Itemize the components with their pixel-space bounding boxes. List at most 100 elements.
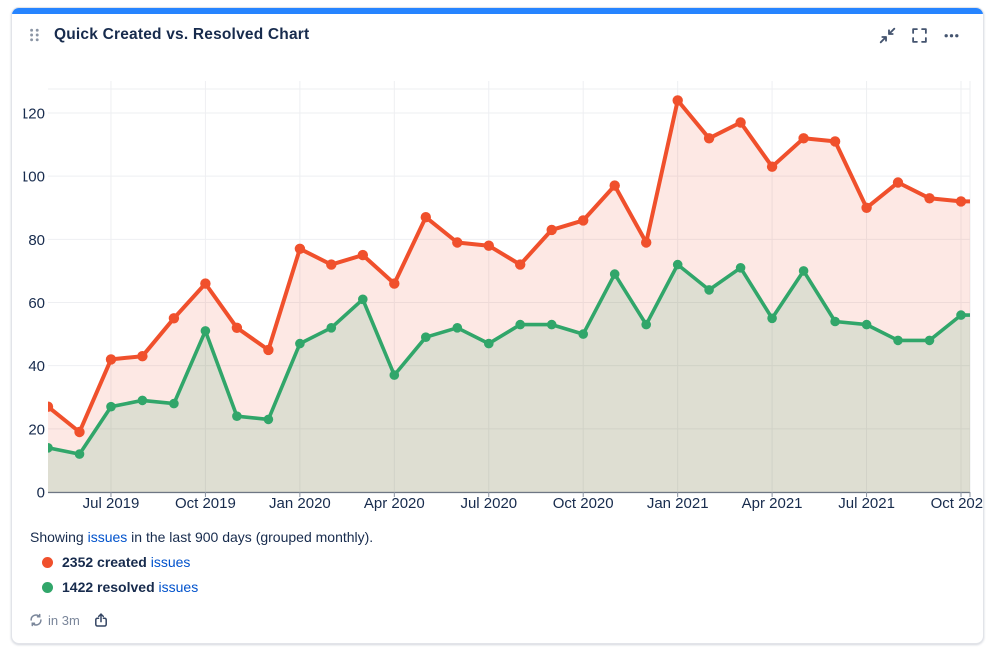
gadget-header: Quick Created vs. Resolved Chart — [12, 14, 983, 56]
drag-handle-icon[interactable] — [29, 27, 40, 43]
created-data-point[interactable] — [452, 237, 463, 248]
created-vs-resolved-chart: 0 20 40 60 80 100 120 Jul 2019 Oct 2019 Jan 2020 A… — [12, 81, 983, 511]
refresh-button[interactable]: in 3m — [29, 613, 80, 628]
resolved-data-point[interactable] — [735, 263, 746, 273]
created-data-point[interactable] — [357, 249, 368, 261]
created-data-point[interactable] — [137, 351, 148, 362]
created-data-point[interactable] — [294, 243, 306, 254]
x-axis-label: Oct 2020 — [553, 495, 614, 511]
created-data-point[interactable] — [798, 133, 809, 144]
six-dots-icon — [30, 28, 39, 42]
resolved-data-point[interactable] — [200, 326, 211, 336]
created-data-point[interactable] — [326, 259, 337, 270]
created-data-point[interactable] — [43, 401, 54, 412]
resolved-data-point[interactable] — [43, 443, 53, 453]
created-data-point[interactable] — [420, 212, 431, 223]
created-data-point[interactable] — [200, 278, 211, 289]
resolved-count: 1422 resolved — [62, 579, 155, 595]
created-data-point[interactable] — [609, 180, 620, 191]
legend-text: 1422 resolved issues — [62, 579, 198, 595]
x-axis-label: Jan 2021 — [647, 495, 709, 511]
created-data-point[interactable] — [263, 344, 274, 356]
resolved-data-point[interactable] — [704, 285, 714, 295]
y-axis-label: 120 — [20, 106, 45, 123]
resolved-data-point[interactable] — [452, 323, 463, 333]
refresh-countdown: in 3m — [48, 612, 80, 628]
resolved-data-point[interactable] — [358, 294, 368, 305]
chart-caption: Showing issues in the last 900 days (gro… — [30, 529, 983, 545]
created-data-point[interactable] — [892, 177, 904, 188]
resolved-area-fill — [48, 264, 970, 492]
chart-legend: 2352 created issues 1422 resolved issues — [42, 554, 983, 595]
minimize-button[interactable] — [878, 26, 897, 45]
created-data-point[interactable] — [703, 133, 715, 144]
resolved-data-point[interactable] — [137, 395, 148, 406]
share-button[interactable] — [92, 611, 110, 629]
resolved-issues-link[interactable]: issues — [158, 579, 199, 595]
x-axis-label: Jan 2020 — [269, 495, 331, 511]
created-issues-link[interactable]: issues — [150, 554, 191, 570]
created-data-point[interactable] — [74, 426, 85, 438]
created-series-dot — [42, 556, 53, 568]
resolved-data-point[interactable] — [830, 316, 840, 327]
resolved-data-point[interactable] — [263, 414, 274, 425]
x-axis-label: Jul 2021 — [838, 495, 895, 511]
resolved-data-point[interactable] — [421, 332, 431, 343]
resolved-data-point[interactable] — [389, 370, 400, 380]
y-axis-label: 20 — [28, 421, 45, 438]
x-axis-label: Apr 2021 — [742, 495, 803, 511]
y-label-clip — [12, 81, 24, 486]
legend-item-resolved: 1422 resolved issues — [42, 579, 983, 595]
x-axis-label: Jul 2020 — [460, 495, 517, 511]
resolved-data-point[interactable] — [484, 338, 494, 349]
legend-item-created: 2352 created issues — [42, 554, 983, 570]
created-data-point[interactable] — [924, 193, 935, 204]
y-axis-label: 0 — [37, 485, 45, 502]
created-data-point[interactable] — [168, 313, 180, 324]
resolved-data-point[interactable] — [956, 310, 966, 320]
card-accent-bar — [12, 8, 983, 14]
resolved-data-point[interactable] — [546, 319, 557, 330]
resolved-data-point[interactable] — [232, 411, 242, 422]
legend-text: 2352 created issues — [62, 554, 190, 570]
resolved-data-point[interactable] — [326, 323, 337, 333]
created-data-point[interactable] — [105, 354, 117, 365]
created-data-point[interactable] — [641, 237, 652, 248]
resolved-data-point[interactable] — [106, 401, 116, 412]
created-data-point[interactable] — [231, 322, 243, 333]
share-icon — [94, 613, 107, 627]
collapse-arrows-icon — [879, 27, 896, 43]
y-axis-label: 40 — [28, 358, 45, 375]
created-data-point[interactable] — [766, 161, 778, 172]
created-data-point[interactable] — [735, 117, 746, 128]
resolved-data-point[interactable] — [861, 319, 872, 330]
created-data-point[interactable] — [955, 196, 967, 207]
resolved-data-point[interactable] — [641, 319, 651, 330]
resolved-data-point[interactable] — [924, 335, 935, 346]
created-data-point[interactable] — [483, 240, 494, 251]
created-data-point[interactable] — [672, 95, 683, 106]
resolved-data-point[interactable] — [767, 313, 777, 324]
created-data-point[interactable] — [389, 278, 400, 289]
fullscreen-button[interactable] — [910, 26, 929, 45]
resolved-data-point[interactable] — [74, 449, 85, 459]
created-data-point[interactable] — [861, 202, 872, 213]
resolved-data-point[interactable] — [609, 269, 620, 279]
issues-link[interactable]: issues — [87, 529, 128, 545]
created-data-point[interactable] — [515, 259, 526, 270]
resolved-data-point[interactable] — [798, 266, 809, 276]
ellipsis-icon — [944, 33, 959, 37]
resolved-data-point[interactable] — [893, 335, 903, 346]
created-data-point[interactable] — [578, 215, 589, 226]
resolved-data-point[interactable] — [672, 259, 683, 270]
resolved-data-point[interactable] — [578, 329, 588, 339]
x-axis-label: Apr 2020 — [364, 495, 425, 511]
y-axis-label: 60 — [28, 295, 45, 312]
more-options-button[interactable] — [942, 26, 961, 45]
y-axis-label: 80 — [28, 232, 45, 249]
resolved-data-point[interactable] — [515, 319, 525, 330]
resolved-data-point[interactable] — [295, 338, 305, 349]
created-data-point[interactable] — [829, 136, 841, 147]
created-data-point[interactable] — [546, 224, 557, 236]
resolved-data-point[interactable] — [169, 398, 179, 409]
